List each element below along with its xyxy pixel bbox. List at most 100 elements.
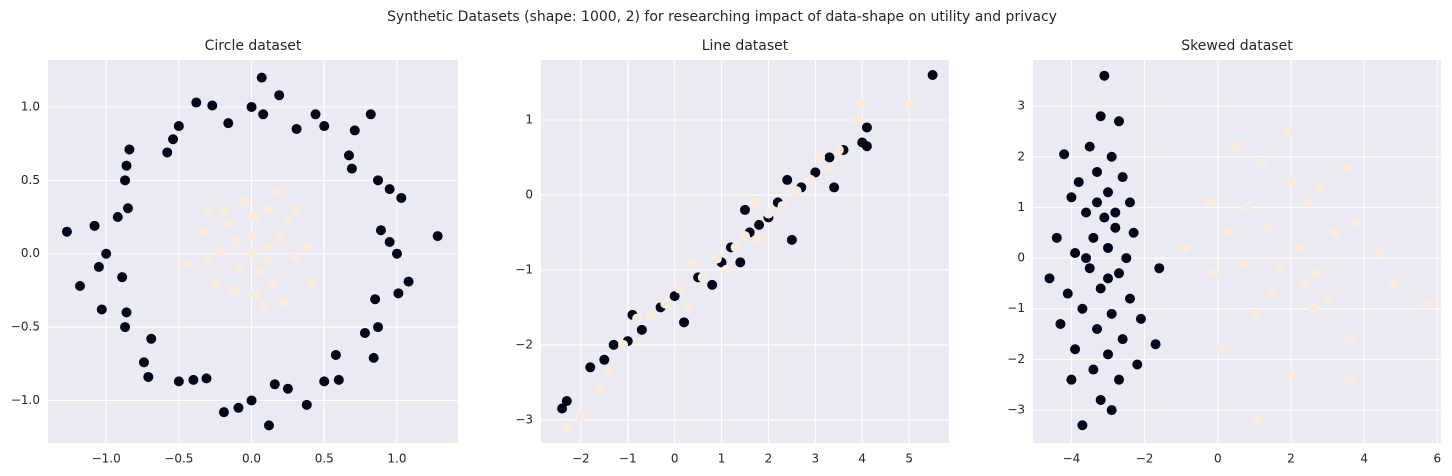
point [301,241,312,252]
point [1077,420,1088,431]
point [1205,197,1216,208]
point [1059,149,1070,160]
point [1132,359,1143,370]
point [432,231,443,242]
point [1209,268,1220,279]
point [121,160,132,171]
point [1051,232,1062,243]
point [1106,308,1117,319]
point [561,422,572,433]
point [1179,242,1190,253]
point [198,226,209,237]
point [301,399,312,410]
point [1388,278,1399,289]
point [173,121,184,132]
y-tick-label: 1.0 [21,99,40,113]
point [763,208,774,219]
point [1274,263,1285,274]
point [632,313,643,324]
point [263,204,274,215]
x-tick-label: 0 [1214,452,1222,466]
point [1322,293,1333,304]
point [210,278,221,289]
plot-area [1033,60,1441,443]
point [1329,227,1340,238]
point [1103,242,1114,253]
point [122,203,133,214]
point [263,256,274,267]
point [173,376,184,387]
point [740,231,750,242]
point [261,241,272,252]
point [373,322,384,333]
point [1055,318,1066,329]
point [373,175,384,186]
point [275,234,286,245]
point [239,197,250,208]
point [234,263,245,274]
point [1282,126,1293,137]
point [604,366,614,377]
point [1095,283,1106,294]
point [1421,298,1432,309]
point [829,182,840,193]
y-tick-label: −0.5 [11,320,40,334]
point [711,253,722,264]
point [1242,202,1253,213]
point [608,339,619,350]
point [74,280,85,291]
y-tick-label: −1 [1007,301,1025,315]
point [256,72,267,83]
point [250,289,261,300]
x-tick-label: 0 [671,452,679,466]
point [181,260,192,271]
y-tick-label: −3 [1007,403,1025,417]
point [1267,288,1278,299]
point [1121,253,1132,264]
point [1373,248,1384,259]
subplot-title: Line dataset [702,38,789,54]
point [138,357,149,368]
y-tick-label: 1 [525,112,533,126]
y-tick-label: 0.0 [21,246,40,260]
point [274,90,285,101]
point [359,327,370,338]
point [290,251,301,262]
x-tick-label: 4 [1360,452,1368,466]
point [112,212,123,223]
point [96,304,107,315]
point [1311,268,1322,279]
point [805,174,816,185]
y-tick-label: 0.5 [21,173,40,187]
point [861,141,872,152]
y-tick-label: 0 [525,187,533,201]
point [1088,232,1099,243]
point [1150,339,1161,350]
point [754,219,765,230]
point [202,207,213,218]
point [646,309,657,320]
point [927,69,938,80]
point [1081,253,1092,264]
point [258,300,269,311]
point [188,374,199,385]
point [391,248,402,259]
x-tick-label: 0.0 [242,452,261,466]
point [290,204,301,215]
point [272,187,283,198]
point [1256,156,1267,167]
point [1117,334,1128,345]
point [721,264,732,275]
point [786,234,797,245]
point [1253,415,1264,426]
point [636,324,647,335]
x-tick-label: −1.0 [92,452,121,466]
point [1117,172,1128,183]
point [207,100,218,111]
point [585,362,596,373]
x-tick-label: 6 [1434,452,1442,466]
point [269,379,280,390]
point [1285,177,1296,188]
point [330,349,341,360]
point [1113,116,1124,127]
